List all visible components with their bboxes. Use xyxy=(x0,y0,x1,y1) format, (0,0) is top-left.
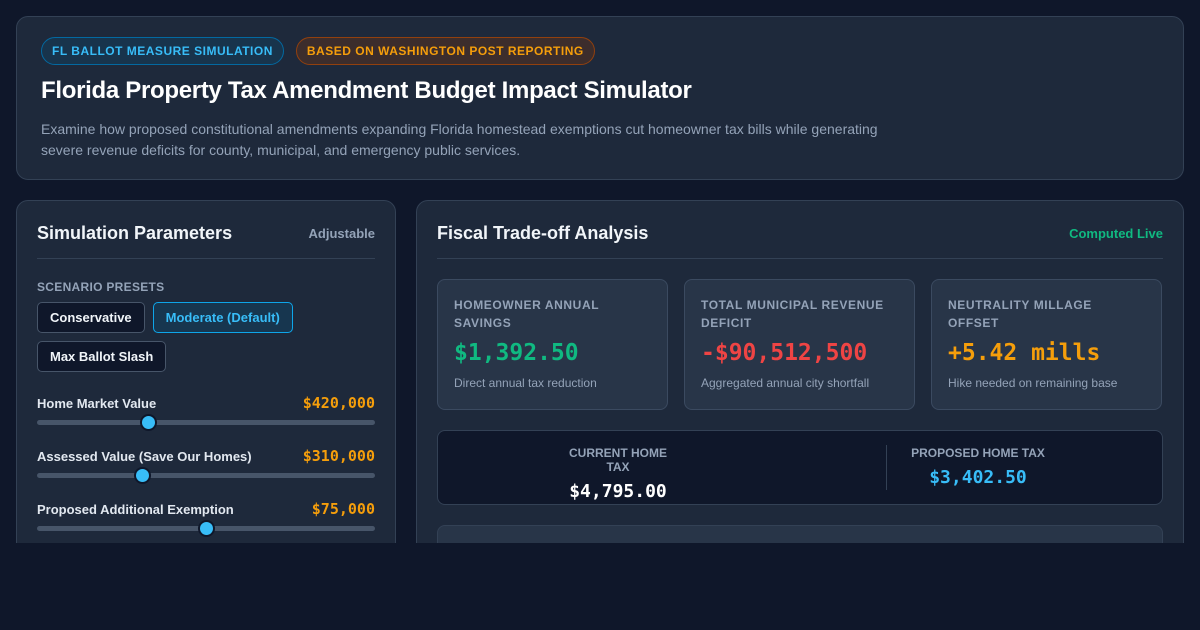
stat-value: -$90,512,500 xyxy=(701,340,868,366)
proposed-tax-label: PROPOSED HOME TAX xyxy=(911,446,1045,460)
stat-label: TOTAL MUNICIPAL REVENUE DEFICIT xyxy=(701,298,884,330)
current-tax-value: $4,795.00 xyxy=(569,481,667,502)
home-market-value-slider[interactable] xyxy=(37,414,375,431)
param-value: $310,000 xyxy=(302,447,375,465)
param-value: $75,000 xyxy=(311,500,375,518)
param-value: $420,000 xyxy=(302,394,375,412)
slider-thumb[interactable] xyxy=(134,467,152,484)
additional-exemption-slider[interactable] xyxy=(37,520,375,537)
current-tax-column: CURRENT HOME TAX $4,795.00 xyxy=(556,446,680,502)
proposed-tax-column: PROPOSED HOME TAX $3,402.50 xyxy=(911,446,1045,488)
stat-value: +5.42 mills xyxy=(948,340,1101,366)
stat-note: Hike needed on remaining base xyxy=(948,376,1118,390)
divider xyxy=(886,445,887,490)
param-label: Proposed Additional Exemption xyxy=(37,501,234,517)
stat-value: $1,392.50 xyxy=(454,340,579,366)
slider-thumb[interactable] xyxy=(139,414,157,431)
assessed-value-slider[interactable] xyxy=(37,467,375,484)
app-viewport: FL BALLOT MEASURE SIMULATION BASED ON WA… xyxy=(16,16,1184,543)
additional-exemption-param: Proposed Additional Exemption $75,000 xyxy=(37,500,375,537)
millage-offset-card: NEUTRALITY MILLAGE OFFSET +5.42 mills Hi… xyxy=(931,279,1162,410)
source-badge: BASED ON WASHINGTON POST REPORTING xyxy=(295,37,595,65)
revenue-deficit-card: TOTAL MUNICIPAL REVENUE DEFICIT -$90,512… xyxy=(684,279,915,410)
slider-thumb[interactable] xyxy=(198,520,215,537)
presets-label: SCENARIO PRESETS xyxy=(37,280,165,294)
preset-moderate-button[interactable]: Moderate (Default) xyxy=(152,302,293,333)
stat-label: NEUTRALITY MILLAGE OFFSET xyxy=(948,298,1092,330)
param-label: Assessed Value (Save Our Homes) xyxy=(37,448,252,464)
panel-title: Fiscal Trade-off Analysis xyxy=(437,223,649,243)
page-description: Examine how proposed constitutional amen… xyxy=(41,121,878,158)
ballot-measure-badge: FL BALLOT MEASURE SIMULATION xyxy=(41,37,284,65)
page-title: Florida Property Tax Amendment Budget Im… xyxy=(41,77,692,104)
tax-comparison-box: CURRENT HOME TAX $4,795.00 PROPOSED HOME… xyxy=(437,430,1163,505)
stat-label: HOMEOWNER ANNUAL SAVINGS xyxy=(454,298,599,330)
current-tax-label: CURRENT HOME TAX xyxy=(569,446,667,474)
stat-note: Aggregated annual city shortfall xyxy=(701,376,870,390)
panel-header: Fiscal Trade-off Analysis Computed Live xyxy=(437,223,1163,259)
simulation-parameters-panel: Simulation Parameters Adjustable SCENARI… xyxy=(16,200,396,543)
preset-max-ballot-slash-button[interactable]: Max Ballot Slash xyxy=(37,341,167,372)
badge-row: FL BALLOT MEASURE SIMULATION BASED ON WA… xyxy=(41,37,1159,65)
next-section-card xyxy=(437,525,1163,543)
preset-group: Conservative Moderate (Default) Max Ball… xyxy=(37,302,327,372)
homeowner-savings-card: HOMEOWNER ANNUAL SAVINGS $1,392.50 Direc… xyxy=(437,279,668,410)
panel-title: Simulation Parameters xyxy=(37,223,233,243)
panel-header: Simulation Parameters Adjustable xyxy=(37,223,375,259)
home-market-value-param: Home Market Value $420,000 xyxy=(37,394,375,431)
param-label: Home Market Value xyxy=(37,395,157,411)
stat-note: Direct annual tax reduction xyxy=(454,376,597,390)
proposed-tax-value: $3,402.50 xyxy=(929,467,1027,488)
header-card: FL BALLOT MEASURE SIMULATION BASED ON WA… xyxy=(16,16,1184,180)
fiscal-analysis-panel: Fiscal Trade-off Analysis Computed Live … xyxy=(416,200,1184,543)
stat-cards: HOMEOWNER ANNUAL SAVINGS $1,392.50 Direc… xyxy=(437,279,1163,410)
preset-conservative-button[interactable]: Conservative xyxy=(37,302,145,333)
adjustable-tag: Adjustable xyxy=(308,226,375,241)
assessed-value-param: Assessed Value (Save Our Homes) $310,000 xyxy=(37,447,375,484)
computed-live-tag: Computed Live xyxy=(1069,226,1163,241)
